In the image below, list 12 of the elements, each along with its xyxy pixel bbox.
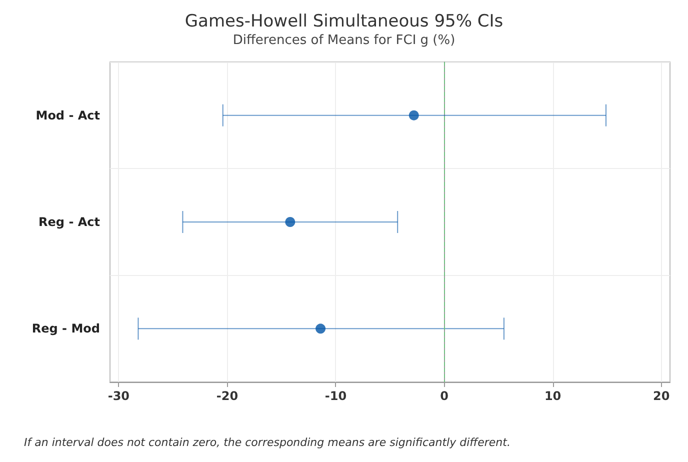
- x-tick-label: 0: [440, 389, 448, 403]
- x-tick-label: 10: [544, 389, 562, 403]
- y-tick-label: Reg - Act: [38, 215, 100, 229]
- x-tick-label: -10: [324, 389, 347, 403]
- x-tick-label: -20: [216, 389, 238, 403]
- y-tick-label: Reg - Mod: [32, 322, 100, 336]
- x-tick-label: 20: [652, 389, 670, 403]
- x-tick-label: -30: [108, 389, 130, 403]
- chart-subtitle: Differences of Means for FCI g (%): [232, 33, 456, 48]
- text: If an interval does not contain zero, the corresponding means are significantly different.: [24, 436, 510, 449]
- chart-title: Games-Howell Simultaneous 95% CIs: [184, 12, 504, 32]
- y-tick-label: Mod - Act: [36, 108, 100, 122]
